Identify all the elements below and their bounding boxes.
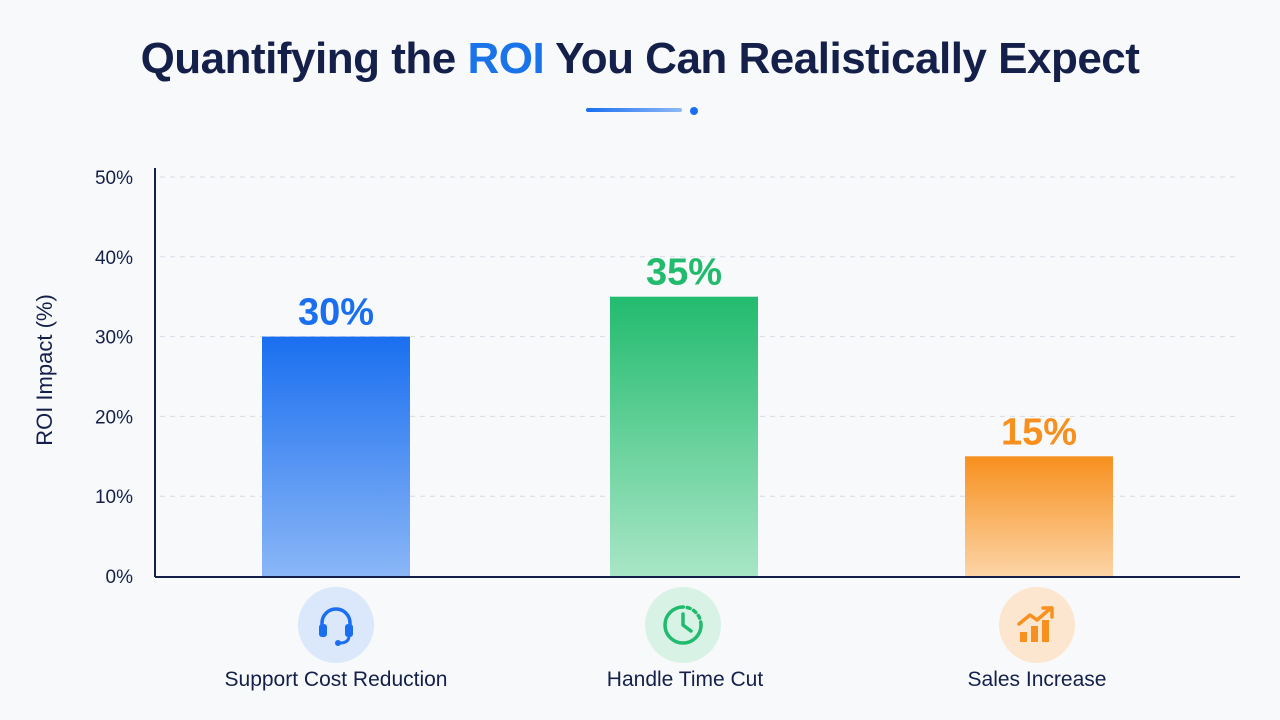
title-accent: ROI bbox=[467, 34, 545, 83]
y-tick-label-20: 20% bbox=[95, 407, 133, 428]
growth-chart-icon bbox=[999, 587, 1075, 663]
y-tick-labels: 0% 10% 20% 30% 40% 50% bbox=[95, 168, 133, 588]
data-label-1: 30% bbox=[298, 292, 374, 334]
data-labels: 30% 35% 15% bbox=[298, 252, 1077, 454]
y-tick-label-10: 10% bbox=[95, 487, 133, 508]
category-label-sales: Sales Increase bbox=[967, 668, 1107, 691]
headset-icon bbox=[298, 587, 374, 663]
title-suffix: You Can Realistically Expect bbox=[544, 34, 1140, 83]
y-tick-label-0: 0% bbox=[106, 567, 134, 588]
bar-2 bbox=[610, 296, 758, 576]
clock-icon bbox=[645, 587, 721, 663]
page-title: Quantifying the ROI You Can Realisticall… bbox=[0, 34, 1280, 84]
y-tick-label-30: 30% bbox=[95, 328, 133, 349]
y-tick-label-40: 40% bbox=[95, 248, 133, 269]
data-label-3: 15% bbox=[1001, 411, 1077, 453]
bars bbox=[262, 296, 1113, 576]
category-label-support: Support Cost Reduction bbox=[224, 668, 448, 691]
category-label-handle-time: Handle Time Cut bbox=[606, 668, 764, 691]
data-label-2: 35% bbox=[646, 252, 722, 294]
title-dot bbox=[690, 107, 698, 115]
title-prefix: Quantifying the bbox=[140, 34, 468, 83]
bar-1 bbox=[262, 336, 410, 576]
bar-3 bbox=[965, 456, 1113, 576]
title-underline bbox=[586, 108, 682, 112]
y-tick-label-50: 50% bbox=[95, 168, 133, 189]
